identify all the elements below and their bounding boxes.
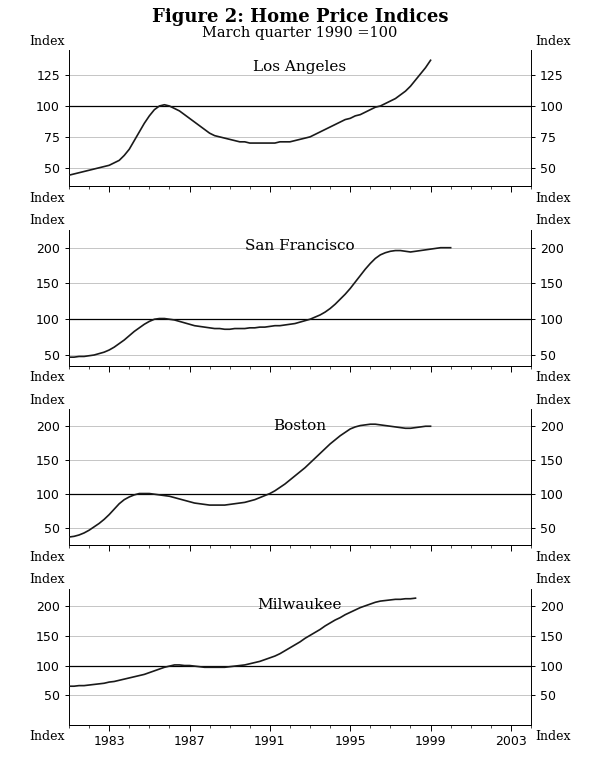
Text: Index: Index [29,730,64,743]
Text: Los Angeles: Los Angeles [253,60,347,74]
Text: Index: Index [29,394,64,407]
Text: Index: Index [536,573,571,586]
Text: Index: Index [536,371,571,384]
Text: Index: Index [536,730,571,743]
Text: Index: Index [29,191,64,205]
Text: Index: Index [29,371,64,384]
Text: Index: Index [29,550,64,563]
Text: Boston: Boston [274,418,326,432]
Text: Figure 2: Home Price Indices: Figure 2: Home Price Indices [152,8,448,26]
Text: Milwaukee: Milwaukee [258,598,342,612]
Text: Index: Index [29,214,64,227]
Text: Index: Index [29,573,64,586]
Text: San Francisco: San Francisco [245,239,355,253]
Text: Index: Index [536,214,571,227]
Text: March quarter 1990 =100: March quarter 1990 =100 [202,26,398,40]
Text: Index: Index [536,550,571,563]
Text: Index: Index [29,35,64,47]
Text: Index: Index [536,191,571,205]
Text: Index: Index [536,394,571,407]
Text: Index: Index [536,35,571,47]
